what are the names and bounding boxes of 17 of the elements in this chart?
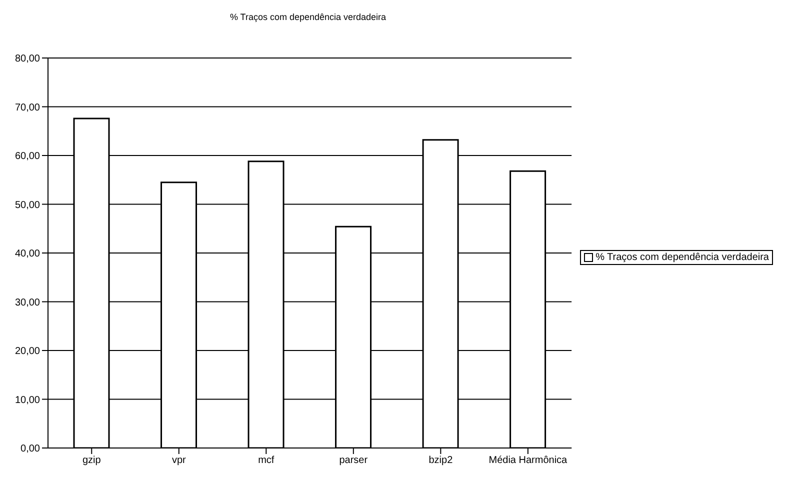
x-tick-label: vpr <box>172 455 186 466</box>
y-tick-label: 10,00 <box>14 394 40 406</box>
y-tick-label: 40,00 <box>14 248 40 260</box>
y-tick-label: 60,00 <box>14 151 40 162</box>
y-tick-label: 20,00 <box>14 346 40 358</box>
y-tick-label: 0,00 <box>20 444 40 455</box>
x-tick-label: bzip2 <box>428 455 454 466</box>
chart-title: % Traços com dependência verdadeira <box>228 12 388 22</box>
y-tick-label: 80,00 <box>14 54 40 65</box>
y-tick-label: 50,00 <box>14 200 40 211</box>
x-tick-label: parser <box>339 455 368 466</box>
x-tick-label: mcf <box>258 455 274 466</box>
y-tick-label: 30,00 <box>14 297 40 308</box>
x-tick-label: Média Harmônica <box>488 455 568 466</box>
legend-label: % Traços com dependência verdadeira <box>594 252 769 263</box>
y-tick-label: 70,00 <box>14 102 40 114</box>
x-tick-label: gzip <box>82 455 102 466</box>
